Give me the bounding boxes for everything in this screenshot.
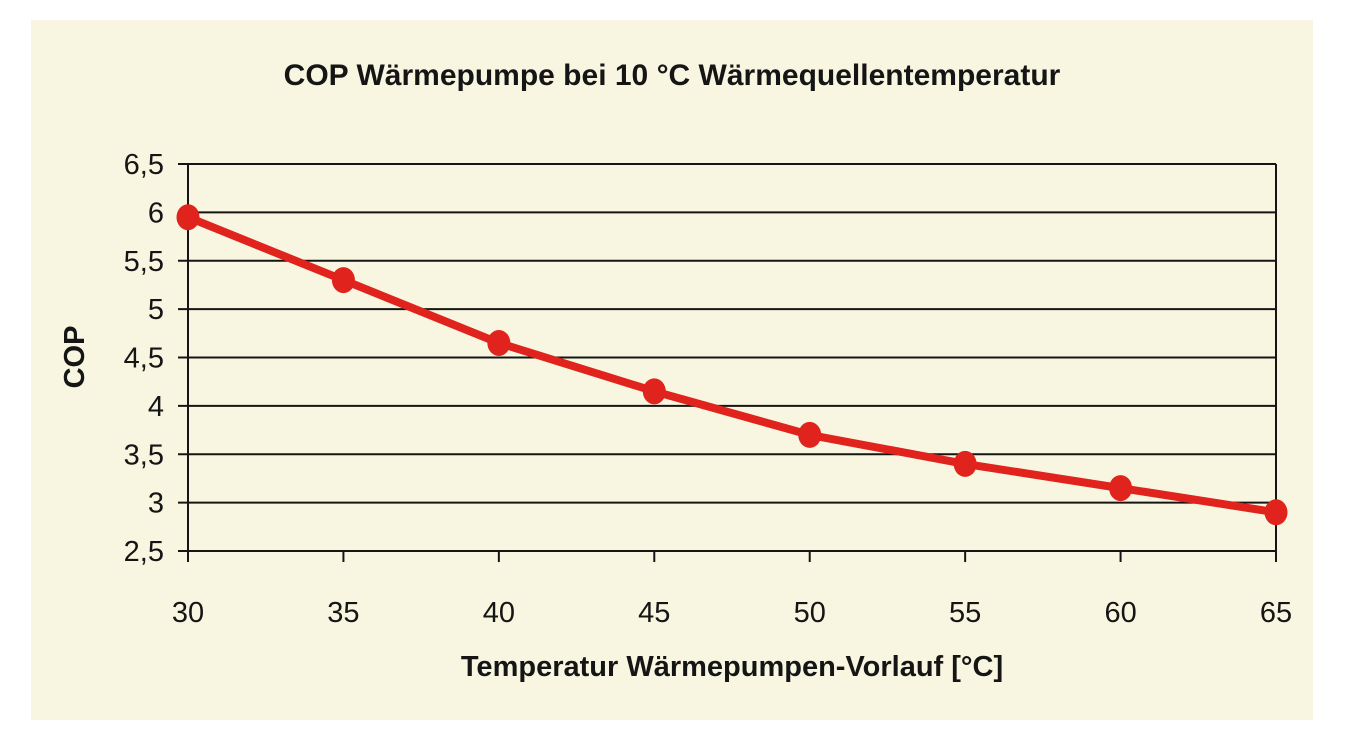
- cop-line-chart: COP Wärmepumpe bei 10 °C Wärmequellentem…: [59, 59, 1292, 683]
- y-tick-label: 2,5: [124, 536, 164, 568]
- y-tick-label: 6: [148, 197, 164, 229]
- y-axis-label: COP: [59, 326, 91, 389]
- x-tick-label: 60: [1104, 597, 1136, 629]
- chart-title: COP Wärmepumpe bei 10 °C Wärmequellentem…: [284, 59, 1061, 92]
- tick-labels: 6,5 6 5,5 5 4,5 4 3,5 3 2,530 35 40 45 50 55 60 65: [124, 149, 1292, 629]
- x-tick-label: 40: [483, 597, 515, 629]
- chart-panel: COP Wärmepumpe bei 10 °C Wärmequellentem…: [31, 20, 1313, 720]
- y-tick-label: 4: [148, 391, 164, 423]
- x-tick-label: 55: [949, 597, 981, 629]
- x-tick-label: 50: [794, 597, 826, 629]
- x-tick-label: 45: [638, 597, 670, 629]
- y-tick-label: 3: [148, 488, 164, 520]
- y-tick-label: 5: [148, 294, 164, 326]
- y-tick-label: 3,5: [124, 439, 164, 471]
- y-tick-label: 4,5: [124, 343, 164, 375]
- data-point: [331, 267, 355, 294]
- data-point: [487, 329, 511, 356]
- y-tick-label: 5,5: [124, 246, 164, 278]
- x-tick-label: 35: [327, 597, 359, 629]
- gridlines-and-axes: [178, 163, 1277, 562]
- data-point: [1264, 499, 1288, 526]
- data-point: [1109, 475, 1133, 502]
- data-point: [176, 204, 200, 231]
- cop-line: [184, 213, 1280, 517]
- x-axis-label: Temperatur Wärmepumpen-Vorlauf [°C]: [461, 651, 1003, 683]
- data-point: [642, 378, 666, 405]
- data-point: [953, 450, 977, 477]
- data-point: [798, 421, 822, 448]
- x-tick-label: 65: [1260, 597, 1292, 629]
- y-tick-label: 6,5: [124, 149, 164, 181]
- x-tick-label: 30: [172, 597, 204, 629]
- data-series: [176, 204, 1288, 526]
